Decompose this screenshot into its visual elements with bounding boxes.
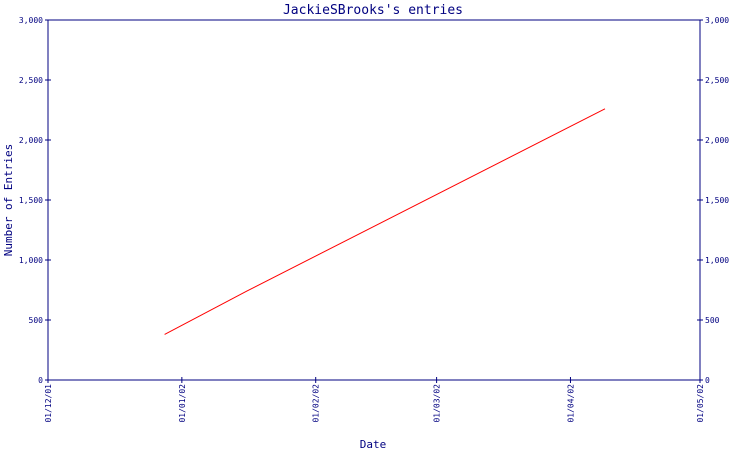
- chart-title: JackieSBrooks's entries: [283, 3, 463, 18]
- y-tick-label-left: 3,000: [19, 16, 43, 25]
- y-tick-label-right: 3,000: [705, 16, 729, 25]
- y-tick-label-left: 2,500: [19, 76, 43, 85]
- y-tick-label-right: 1,500: [705, 196, 729, 205]
- x-tick-label: 01/03/02: [433, 384, 442, 423]
- series-layer: [164, 108, 606, 335]
- x-axis-title: Date: [360, 438, 387, 450]
- x-ticks: 01/12/01 01/01/02 01/02/02 01/03/02 01/04/02…: [44, 377, 705, 423]
- y-ticks: 0 0 500 500 1,000 1,000 1,500 1,500 2,000 2,000 2,…: [19, 16, 729, 385]
- series-line: [164, 108, 606, 335]
- y-tick-label-left: 1,500: [19, 196, 43, 205]
- x-tick-label: 01/02/02: [312, 384, 321, 423]
- y-tick-label-right: 1,000: [705, 256, 729, 265]
- y-tick-label-right: 2,000: [705, 136, 729, 145]
- y-tick-label-right: 0: [705, 376, 710, 385]
- x-tick-label: 01/04/02: [566, 384, 575, 423]
- y-tick-label-left: 2,000: [19, 136, 43, 145]
- y-tick-label-right: 2,500: [705, 76, 729, 85]
- y-tick-label-left: 500: [29, 316, 44, 325]
- x-tick-label: 01/05/02: [696, 384, 705, 423]
- y-axis-title: Number of Entries: [2, 144, 15, 257]
- y-tick-label-right: 500: [705, 316, 720, 325]
- x-tick-label: 01/01/02: [178, 384, 187, 423]
- y-tick-label-left: 1,000: [19, 256, 43, 265]
- x-tick-label: 01/12/01: [44, 384, 53, 423]
- y-tick-label-left: 0: [38, 376, 43, 385]
